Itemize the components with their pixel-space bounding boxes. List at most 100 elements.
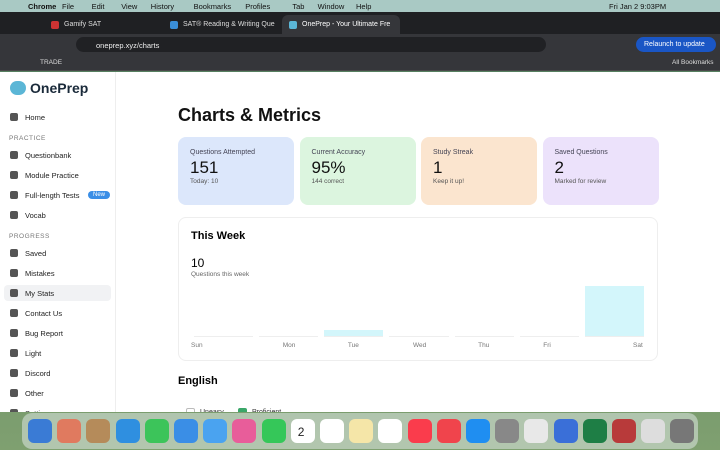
card-label: Questions Attempted	[190, 149, 255, 156]
logo[interactable]: OnePrep	[30, 80, 89, 96]
menu[interactable]: File	[62, 2, 75, 11]
menu[interactable]: Edit	[91, 2, 105, 11]
nav-icon	[10, 389, 18, 397]
nav-item[interactable]: Discord	[4, 365, 111, 381]
card-value: 95%	[311, 158, 346, 177]
menu[interactable]: Tab	[292, 2, 305, 11]
card-value: 151	[190, 158, 219, 177]
card-label: Current Accuracy	[311, 149, 366, 156]
stat-card: Study Streak 1 Keep it up!	[421, 137, 537, 205]
card-note: Keep it up!	[433, 178, 465, 185]
nav-icon	[10, 269, 18, 277]
dock-icon[interactable]	[115, 419, 140, 443]
dock-icon[interactable]	[641, 419, 666, 443]
dock-icon[interactable]	[407, 419, 432, 443]
menu[interactable]: Window	[317, 2, 345, 11]
menu[interactable]: Profiles	[245, 2, 271, 11]
tab-bar: Gamify SAT SAT® Reading & Writing Que OneP…	[0, 12, 720, 34]
tab-icon	[51, 21, 59, 29]
baseline	[259, 336, 319, 337]
baseline	[584, 336, 644, 337]
nav-icon	[10, 191, 18, 199]
dock-icon[interactable]	[378, 419, 403, 443]
dock-icon[interactable]	[436, 419, 461, 443]
dock-icon[interactable]	[57, 419, 82, 443]
dock-icon[interactable]	[612, 419, 636, 443]
calendar-day: 2	[297, 425, 305, 439]
dock-icon[interactable]	[495, 419, 520, 443]
nav-item[interactable]: Vocab	[4, 207, 111, 223]
x-tick-label: Sat	[633, 342, 643, 349]
nav-item[interactable]: Other	[4, 385, 111, 401]
dock-icon[interactable]	[203, 419, 228, 443]
nav-item[interactable]: Mistakes	[4, 265, 111, 281]
dock-icon[interactable]: 2	[290, 419, 315, 443]
nav-item[interactable]: My Stats	[4, 285, 111, 301]
badge: New	[88, 191, 111, 199]
dock-icon[interactable]	[553, 419, 578, 443]
nav-item[interactable]: Home	[4, 109, 111, 125]
menu[interactable]: View	[121, 2, 138, 11]
nav-icon	[10, 151, 18, 159]
dock-icon[interactable]	[261, 419, 286, 443]
nav-item[interactable]: Full-length Tests	[4, 187, 111, 203]
nav-item[interactable]: Module Practice	[4, 167, 111, 183]
dock-icon[interactable]	[466, 419, 490, 443]
menu[interactable]: Bookmarks	[193, 2, 232, 11]
all-bookmarks[interactable]: All Bookmarks	[672, 59, 714, 66]
dock-icon[interactable]	[670, 419, 695, 443]
section-heading: PROGRESS	[9, 233, 50, 240]
stat-card: Questions Attempted 151 Today: 10	[178, 137, 294, 205]
nav-item[interactable]: Settings	[4, 405, 111, 412]
nav-item[interactable]: Bug Report	[4, 325, 111, 341]
page: OnePrep Home PRACTICE Questionbank Module P…	[0, 72, 720, 412]
dock-icon[interactable]	[349, 419, 374, 443]
stat-card: Current Accuracy 95% 144 correct	[299, 137, 416, 205]
nav-item[interactable]: Light	[4, 345, 111, 361]
dock-icon[interactable]	[174, 419, 198, 443]
relaunch-button[interactable]: Relaunch to update	[636, 37, 716, 52]
baseline	[454, 336, 514, 337]
section-title: English	[178, 375, 218, 387]
dock-icon[interactable]	[86, 419, 111, 443]
stat-card: Saved Questions 2 Marked for review	[542, 137, 659, 205]
tab[interactable]: SAT® Reading & Writing Que	[163, 15, 281, 34]
nav-icon	[10, 409, 18, 412]
baseline	[519, 336, 579, 337]
chart-title: This Week	[191, 230, 246, 242]
x-tick-label: Fri	[543, 342, 551, 349]
menu[interactable]: Help	[356, 2, 372, 11]
x-tick-label: Mon	[282, 342, 296, 349]
nav-item[interactable]: Saved	[4, 245, 111, 261]
dock-icon[interactable]	[320, 419, 344, 443]
week-total-label: Questions this week	[191, 271, 250, 278]
week-total: 10	[191, 256, 205, 270]
bar	[324, 330, 384, 336]
app-name[interactable]: Chrome	[28, 2, 57, 11]
dock-icon[interactable]	[232, 419, 257, 443]
clock: Fri Jan 2 9:03PM	[609, 2, 667, 11]
legend-swatch	[238, 408, 247, 412]
nav-item[interactable]: Contact Us	[4, 305, 111, 321]
menu[interactable]: History	[150, 2, 175, 11]
tab[interactable]: OnePrep - Your Ultimate Fre	[282, 15, 400, 34]
nav-icon	[10, 309, 18, 317]
bookmark[interactable]: TRADE	[40, 59, 63, 66]
menu-bar: Chrome Fri Jan 2 9:03PM File Edit View Hist…	[0, 0, 720, 12]
card-note: Today: 10	[190, 178, 219, 185]
tab-icon	[170, 21, 178, 29]
tab[interactable]: Gamify SAT	[44, 15, 162, 34]
nav-icon	[10, 329, 18, 337]
address-bar: oneprep.xyz/charts Relaunch to update	[0, 34, 720, 54]
url[interactable]: oneprep.xyz/charts	[76, 37, 546, 52]
dock-icon[interactable]	[144, 419, 169, 443]
card-value: 1	[433, 158, 443, 177]
nav-item[interactable]: Questionbank	[4, 147, 111, 163]
dock-icon[interactable]	[582, 419, 607, 443]
nav-icon	[10, 211, 18, 219]
legend-swatch	[186, 408, 195, 412]
page-title: Charts & Metrics	[178, 105, 322, 125]
dock-icon[interactable]	[524, 419, 549, 443]
logo-icon	[10, 81, 26, 95]
dock-icon[interactable]	[28, 419, 52, 443]
